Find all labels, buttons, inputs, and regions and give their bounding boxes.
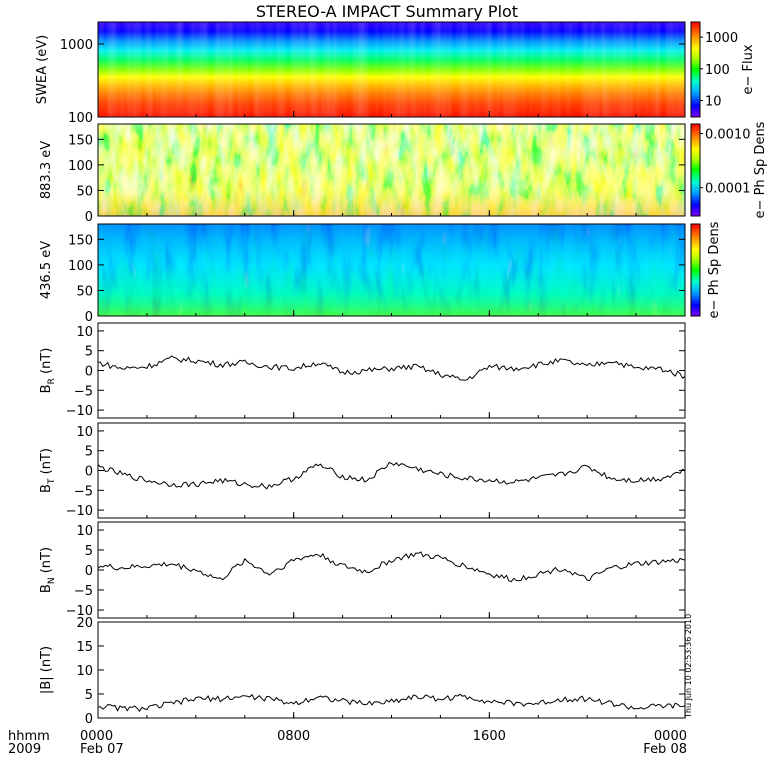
y-tick-label-4-1: −5 — [74, 484, 93, 499]
y-tick-label-3-3: 5 — [85, 345, 93, 360]
y-axis-label-main-4: B — [39, 484, 54, 493]
colorbar-0 — [690, 21, 701, 118]
y-axis-label-0: SWEA (eV) — [35, 35, 50, 104]
colorbar-tick-label-1-0: 0.0001 — [705, 182, 751, 197]
y-tick-label-2-0: 0 — [85, 310, 93, 325]
y-axis-label-unit-4: (nT) — [39, 448, 54, 478]
panel-6: 0 5 10 15 20 |B| (nT) — [39, 616, 686, 727]
y-axis-label-main-3: B — [39, 384, 54, 393]
y-axis-label-2: 436.5 eV — [39, 241, 54, 299]
y-tick-label-6-0: 0 — [85, 712, 93, 727]
y-axis-label-sub-3: R — [47, 378, 57, 384]
colorbar-tick-label-0-1: 100 — [705, 63, 730, 78]
x-tick-label-0: 0000 — [80, 729, 113, 744]
panel-4: −10 −5 0 5 10 BT (nT) — [39, 422, 686, 519]
y-tick-label-4-4: 10 — [76, 425, 93, 440]
y-tick-label-6-3: 15 — [76, 640, 93, 655]
y-tick-label-4-3: 5 — [85, 445, 93, 460]
colorbar-tick-label-0-0: 10 — [705, 94, 722, 109]
colorbar-label-0: e− Flux — [741, 44, 756, 94]
panel-bg-6 — [98, 622, 685, 718]
x-row-label-2: 2009 — [8, 742, 41, 757]
y-tick-label-0-0: 100 — [68, 111, 93, 126]
y-axis-label-unit-3: (nT) — [39, 348, 54, 378]
x-tick-label-2: 1600 — [473, 729, 506, 744]
y-tick-label-3-1: −5 — [74, 384, 93, 399]
colorbar-label-2: e− Ph Sp Dens — [707, 221, 722, 318]
y-axis-label-main-5: B — [39, 584, 54, 593]
y-tick-label-5-0: −10 — [66, 604, 93, 619]
y-tick-label-1-0: 0 — [85, 210, 93, 225]
y-tick-label-2-2: 100 — [68, 259, 93, 274]
y-tick-label-4-2: 0 — [85, 465, 93, 480]
y-tick-label-1-2: 100 — [68, 159, 93, 174]
y-tick-label-3-2: 0 — [85, 365, 93, 380]
y-tick-label-3-4: 10 — [76, 325, 93, 340]
series-line-6 — [97, 693, 686, 712]
spectrogram-pa-883-shade — [98, 124, 685, 216]
colorbar-tick-label-1-1: 0.0010 — [705, 128, 751, 143]
spectrogram-pa-436-shade — [98, 224, 685, 316]
series-line-3 — [97, 355, 686, 381]
y-tick-label-4-0: −10 — [66, 504, 93, 519]
panel-bg-5 — [98, 522, 685, 618]
y-tick-label-3-0: −10 — [66, 404, 93, 419]
y-tick-label-2-1: 50 — [76, 284, 93, 299]
y-axis-label-4: BT (nT) — [39, 448, 57, 493]
series-line-4 — [97, 461, 686, 490]
y-axis-label-3: BR (nT) — [39, 348, 57, 394]
y-tick-label-6-4: 20 — [76, 616, 93, 631]
timestamp-label: Thu Jun 10 02:53:36 2010 — [684, 614, 693, 719]
plot-title: STEREO-A IMPACT Summary Plot — [256, 2, 518, 21]
panel-2: e− Ph Sp Dens 0 50 100 150 436.5 eV — [39, 221, 722, 325]
panel-bg-3 — [98, 323, 685, 418]
y-axis-label-sub-4: T — [47, 478, 57, 485]
y-tick-label-6-2: 10 — [76, 664, 93, 679]
series-line-5 — [97, 551, 686, 583]
x-tick-sublabel-3: Feb 08 — [643, 742, 687, 757]
y-tick-label-5-2: 0 — [85, 564, 93, 579]
x-row-label-1: hhmm — [8, 729, 50, 744]
y-axis-label-5: BN (nT) — [39, 547, 57, 593]
panel-1: 0.0001 0.0010 e− Ph Sp Dens 0 50 100 150 883.3 … — [39, 121, 768, 225]
y-tick-label-2-3: 150 — [68, 233, 93, 248]
panel-3: −10 −5 0 5 10 BR (nT) — [39, 322, 686, 419]
x-tick-label-1: 0800 — [277, 729, 310, 744]
y-tick-label-5-3: 5 — [85, 544, 93, 559]
colorbar-1 — [690, 123, 701, 217]
spectrogram-swea-texture — [98, 22, 685, 117]
x-tick-sublabel-0: Feb 07 — [80, 742, 124, 757]
y-tick-label-0-1: 1000 — [60, 38, 93, 53]
colorbar-tick-label-0-2: 1000 — [705, 31, 738, 46]
y-tick-label-5-4: 10 — [76, 524, 93, 539]
colorbar-2 — [690, 223, 701, 317]
colorbar-label-1: e− Ph Sp Dens — [753, 121, 768, 218]
y-tick-label-6-1: 5 — [85, 688, 93, 703]
x-tick-label-3: 0000 — [654, 729, 687, 744]
y-axis-label-unit-5: (nT) — [39, 547, 54, 577]
y-tick-label-5-1: −5 — [74, 584, 93, 599]
y-tick-label-1-1: 50 — [76, 184, 93, 199]
panel-5: −10 −5 0 5 10 BN (nT) — [39, 521, 686, 619]
y-tick-label-1-3: 150 — [68, 133, 93, 148]
y-axis-label-6: |B| (nT) — [39, 646, 54, 694]
y-axis-label-sub-5: N — [47, 577, 57, 584]
panel-bg-4 — [98, 423, 685, 518]
y-axis-label-1: 883.3 eV — [39, 141, 54, 199]
